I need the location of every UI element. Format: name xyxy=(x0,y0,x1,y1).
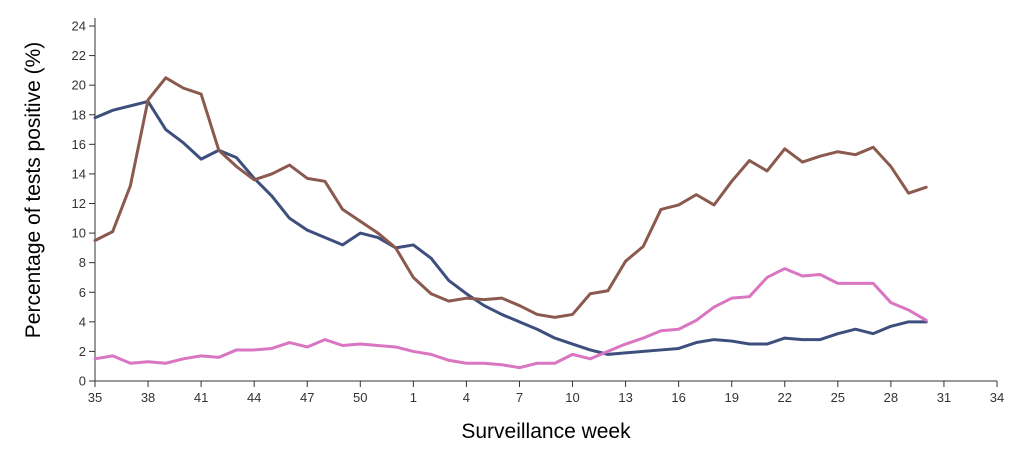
y-axis-title: Percentage of tests positive (%) xyxy=(22,42,45,338)
y-tick-label: 14 xyxy=(72,166,86,181)
y-tick-label: 6 xyxy=(79,285,86,300)
x-tick-label: 44 xyxy=(247,390,261,405)
x-tick-label: 7 xyxy=(516,390,523,405)
y-tick-label: 2 xyxy=(79,344,86,359)
series-lines xyxy=(93,76,928,370)
x-tick-label: 25 xyxy=(831,390,845,405)
y-tick-label: 16 xyxy=(72,137,86,152)
x-tick-label: 16 xyxy=(671,390,685,405)
x-axis-title: Surveillance week xyxy=(461,420,631,443)
y-tick-label: 10 xyxy=(72,226,86,241)
x-tick-label: 31 xyxy=(937,390,951,405)
x-tick-label: 38 xyxy=(141,390,155,405)
y-tick-label: 24 xyxy=(72,19,86,34)
x-tick-label: 34 xyxy=(990,390,1004,405)
x-tick-label: 19 xyxy=(724,390,738,405)
x-tick-label: 4 xyxy=(463,390,470,405)
x-tick-label: 35 xyxy=(88,390,102,405)
x-tick-label: 41 xyxy=(194,390,208,405)
x-tick-label: 1 xyxy=(410,390,417,405)
y-tick-label: 12 xyxy=(72,196,86,211)
series-line-1 xyxy=(93,99,928,356)
x-tick-label: 10 xyxy=(565,390,579,405)
x-tick-label: 47 xyxy=(300,390,314,405)
y-tick-label: 20 xyxy=(72,78,86,93)
y-tick-label: 22 xyxy=(72,48,86,63)
y-tick-label: 4 xyxy=(79,314,86,329)
x-tick-label: 13 xyxy=(618,390,632,405)
series-line-2 xyxy=(93,76,928,319)
series-line-3 xyxy=(93,267,928,370)
x-axis: 35 38 41 44 47 50 1 4 7 10 13 16 19 22 25 28 31 34 xyxy=(88,380,1004,405)
y-tick-label: 8 xyxy=(79,255,86,270)
y-tick-label: 18 xyxy=(72,107,86,122)
x-tick-label: 22 xyxy=(778,390,792,405)
x-tick-label: 28 xyxy=(884,390,898,405)
x-tick-label: 50 xyxy=(353,390,367,405)
y-tick-label: 0 xyxy=(79,374,86,389)
